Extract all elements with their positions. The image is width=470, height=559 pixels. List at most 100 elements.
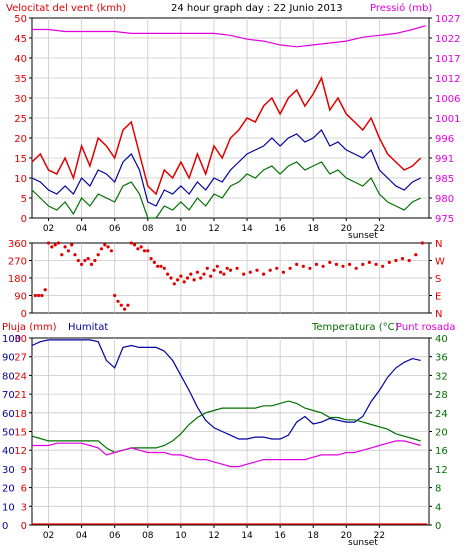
x-tick-label: 10: [175, 531, 187, 541]
direction-point: [40, 293, 44, 298]
direction-point: [314, 262, 319, 266]
direction-point: [103, 243, 107, 247]
right-tick-label: 985: [435, 174, 454, 185]
humidity-tick-label: 100: [2, 334, 21, 345]
left-tick-label: 180: [8, 274, 27, 285]
direction-gridlines: [32, 243, 429, 313]
chart-title: 24 hour graph day : 22 Junio 2013: [171, 3, 343, 14]
direction-point: [172, 282, 176, 286]
left-tick-label: 10: [14, 174, 27, 185]
direction-point: [189, 272, 193, 276]
direction-point: [106, 245, 110, 249]
direction-point: [63, 245, 67, 249]
right-tick-label: 1006: [435, 94, 460, 105]
right-tick-label: 1001: [435, 114, 460, 125]
right-tick-label: 4: [435, 502, 441, 513]
right-tick-label: 1027: [435, 14, 460, 25]
direction-point: [93, 258, 97, 263]
direction-point: [76, 258, 80, 263]
direction-point: [308, 266, 312, 270]
right-tick-label: 8: [435, 484, 441, 495]
left-tick-label: 40: [14, 54, 27, 65]
humidity-temperature-panel: Pluja (mm) Humitat Temperatura (°C) Punt…: [2, 322, 455, 548]
right-tick-label: N: [435, 309, 442, 320]
direction-point: [219, 270, 223, 274]
left-tick-label: 360: [8, 239, 27, 250]
rain-axis-title: Pluja (mm): [2, 322, 57, 333]
direction-point: [192, 278, 196, 282]
x-tick-label: 06: [109, 224, 121, 234]
rain-humidity-ticks: 0 3 6 9 12 15 18 21 24 27 30 0 10 20 30 40 50 60 70 80 90 100: [2, 334, 32, 532]
direction-point: [374, 262, 378, 266]
humidity-series-magenta: [32, 440, 421, 468]
right-tick-label: 28: [435, 390, 448, 401]
humidity-tick-label: 10: [2, 502, 15, 513]
direction-point: [129, 241, 133, 245]
wind-series-red: [31, 75, 422, 196]
direction-point: [113, 293, 117, 298]
x-tick-label: 08: [142, 531, 154, 541]
humidity-tick-label: 90: [2, 353, 15, 364]
right-tick-label: 16: [435, 446, 448, 457]
direction-point: [119, 303, 123, 307]
direction-point: [248, 270, 252, 274]
humidity-tick-label: 30: [2, 465, 15, 476]
direction-point: [33, 293, 37, 298]
direction-point: [166, 272, 170, 276]
direction-point: [328, 260, 332, 264]
direction-point: [83, 258, 87, 263]
pressure-axis-title: Pressió (mb): [370, 2, 432, 14]
direction-point: [367, 260, 371, 264]
x-tick-label: 18: [307, 531, 319, 541]
humidity-x-ticks: 02 04 06 08 10 12 14 16 18 20 22: [43, 525, 385, 541]
left-tick-label: 45: [14, 34, 27, 45]
direction-point: [169, 276, 173, 280]
direction-point: [162, 266, 166, 270]
direction-point: [215, 264, 219, 268]
left-tick-label: 20: [14, 134, 27, 145]
direction-point: [400, 257, 405, 261]
direction-point: [387, 260, 391, 264]
direction-point: [50, 245, 54, 249]
direction-point: [407, 258, 411, 263]
direction-point: [354, 266, 358, 270]
left-tick-label: 5: [21, 194, 27, 205]
left-tick-label: 0: [21, 521, 27, 532]
direction-point: [281, 270, 285, 274]
humidity-series-green: [31, 400, 421, 454]
right-tick-label: 991: [435, 154, 454, 165]
humidity-tick-label: 50: [2, 428, 15, 439]
right-tick-label: N: [435, 239, 442, 250]
right-tick-label: 36: [435, 353, 448, 364]
direction-point: [146, 249, 150, 253]
pressure-right-ticks: 975 980 985 991 996 1001 1006 1012 1017 1022 1027: [429, 14, 460, 225]
left-tick-label: 18: [14, 409, 27, 420]
left-tick-label: 90: [14, 292, 27, 303]
direction-point: [123, 307, 127, 311]
left-tick-label: 0: [21, 309, 27, 320]
humidity-gridlines: [32, 338, 429, 525]
direction-point: [235, 266, 239, 270]
direction-point: [295, 262, 299, 266]
wind-series-layer: [31, 25, 426, 219]
direction-point: [133, 243, 137, 247]
humidity-tick-label: 60: [2, 409, 15, 420]
direction-point: [420, 241, 424, 245]
wind-series-magenta: [32, 25, 426, 48]
direction-point: [195, 270, 199, 274]
x-tick-label: 02: [43, 224, 54, 234]
direction-point: [73, 253, 77, 257]
right-tick-label: 20: [435, 428, 448, 439]
x-tick-label: 16: [274, 531, 286, 541]
direction-point: [268, 268, 272, 272]
direction-point: [341, 264, 345, 268]
direction-point: [414, 253, 418, 257]
direction-point: [176, 278, 180, 282]
left-tick-label: 12: [14, 446, 27, 457]
direction-point: [66, 249, 70, 253]
direction-point: [136, 247, 140, 251]
direction-point: [225, 266, 229, 270]
x-tick-label: 14: [241, 224, 253, 234]
